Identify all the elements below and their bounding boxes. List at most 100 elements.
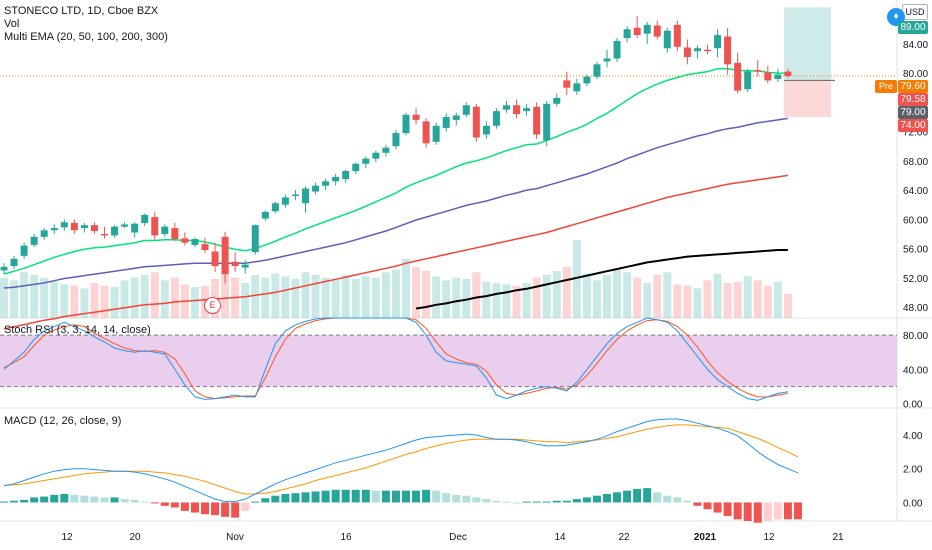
- volume-bar: [723, 283, 732, 318]
- candle-body: [472, 106, 480, 138]
- target-top-tag: 89.00: [898, 21, 928, 34]
- candle-body: [764, 72, 772, 81]
- candle-body: [533, 106, 541, 135]
- price-tick-label: 68.00: [903, 157, 928, 168]
- macd-legend[interactable]: MACD (12, 26, close, 9): [4, 415, 122, 427]
- macd-histogram-bar: [492, 500, 501, 503]
- stop-price-tag: 79.58: [898, 93, 928, 106]
- candle-body: [141, 214, 149, 223]
- macd-histogram-bar: [442, 493, 451, 503]
- macd-tick-label: 4.00: [903, 431, 923, 442]
- entry-price-tag: 79.00: [898, 106, 928, 119]
- volume-bar: [351, 279, 360, 318]
- volume-bar: [412, 266, 421, 318]
- ema-legend[interactable]: Multi EMA (20, 50, 100, 200, 300): [4, 31, 168, 43]
- macd-histogram-bar: [743, 502, 752, 521]
- macd-histogram-bar: [562, 500, 571, 503]
- volume-bar: [432, 276, 441, 318]
- macd-histogram-bar: [793, 502, 802, 520]
- volume-bar: [50, 281, 59, 318]
- volume-bar: [251, 274, 260, 318]
- candle-body: [573, 83, 581, 92]
- time-tick-label: 2021: [694, 532, 717, 543]
- volume-bar: [221, 264, 230, 318]
- macd-histogram-bar: [783, 502, 792, 520]
- candle-body: [332, 176, 340, 182]
- stoch-rsi-legend[interactable]: Stoch RSI (3, 3, 14, 14, close): [4, 324, 151, 336]
- macd-histogram-bar: [231, 502, 240, 518]
- stoch-tick-label: 40.00: [903, 365, 928, 376]
- macd-histogram-bar: [180, 502, 189, 511]
- volume-bar: [663, 272, 672, 318]
- candle-body: [231, 261, 239, 267]
- macd-histogram-bar: [271, 495, 280, 503]
- volume-bar: [572, 240, 581, 318]
- volume-bar: [613, 269, 622, 318]
- volume-bar: [472, 272, 481, 318]
- volume-bar: [130, 277, 139, 318]
- macd-histogram-bar: [120, 499, 129, 503]
- profit-zone: [783, 7, 831, 81]
- volume-bar: [341, 274, 350, 318]
- macd-histogram-bar: [321, 490, 330, 503]
- candle-body: [553, 97, 561, 104]
- time-tick-label: Nov: [226, 532, 244, 543]
- volume-bar: [452, 277, 461, 318]
- macd-histogram-bar: [422, 489, 431, 503]
- volume-bar: [160, 280, 169, 318]
- macd-histogram-bar: [361, 489, 370, 503]
- volume-bar: [170, 277, 179, 318]
- candle-body: [0, 266, 8, 271]
- volume-bar: [673, 284, 682, 318]
- macd-histogram-bar: [70, 494, 79, 503]
- candle-body: [101, 233, 108, 236]
- price-tick-label: 72.00: [903, 128, 928, 139]
- candle-body: [80, 225, 88, 229]
- price-tick-label: 52.00: [903, 274, 928, 285]
- candle-body: [563, 80, 571, 88]
- volume-bar: [271, 273, 280, 318]
- candle-body: [302, 188, 309, 204]
- candle-body: [693, 48, 701, 52]
- macd-histogram-bar: [301, 492, 310, 503]
- macd-histogram-bar: [221, 502, 230, 517]
- candle-body: [40, 230, 48, 237]
- candle-body: [261, 212, 269, 219]
- macd-histogram-bar: [623, 490, 632, 503]
- candle-body: [613, 40, 621, 59]
- candle-body: [442, 116, 450, 128]
- macd-histogram-bar: [60, 494, 69, 503]
- macd-histogram-bar: [753, 502, 762, 523]
- macd-histogram-bar: [763, 502, 772, 521]
- macd-histogram-bar: [412, 490, 421, 503]
- candle-body: [271, 203, 279, 212]
- candle-body: [221, 236, 229, 275]
- candle-body: [422, 121, 430, 144]
- macd-tick-label: 2.00: [903, 465, 923, 476]
- macd-histogram-bar: [542, 501, 551, 503]
- volume-bar: [80, 288, 89, 318]
- candle-body: [382, 147, 390, 153]
- macd-histogram-bar: [432, 490, 441, 503]
- macd-line: [3, 418, 799, 503]
- currency-badge[interactable]: USD: [902, 4, 928, 20]
- volume-bar: [783, 293, 792, 318]
- volume-bar: [773, 281, 782, 318]
- candle-body: [704, 49, 711, 52]
- macd-histogram-bar: [160, 502, 169, 506]
- candle-body: [714, 35, 722, 49]
- macd-histogram-bar: [80, 495, 89, 503]
- candle-body: [754, 70, 762, 72]
- macd-histogram-bar: [462, 495, 471, 503]
- candle-body: [121, 224, 129, 227]
- candle-body: [593, 64, 601, 77]
- macd-histogram-bar: [633, 488, 642, 503]
- candle-body: [724, 36, 732, 65]
- time-tick-label: 22: [618, 532, 630, 543]
- volume-bar: [241, 283, 250, 318]
- volume-bar: [331, 280, 340, 318]
- earnings-event-marker[interactable]: E: [204, 297, 221, 314]
- volume-bar: [522, 283, 531, 318]
- volume-bar: [190, 287, 199, 318]
